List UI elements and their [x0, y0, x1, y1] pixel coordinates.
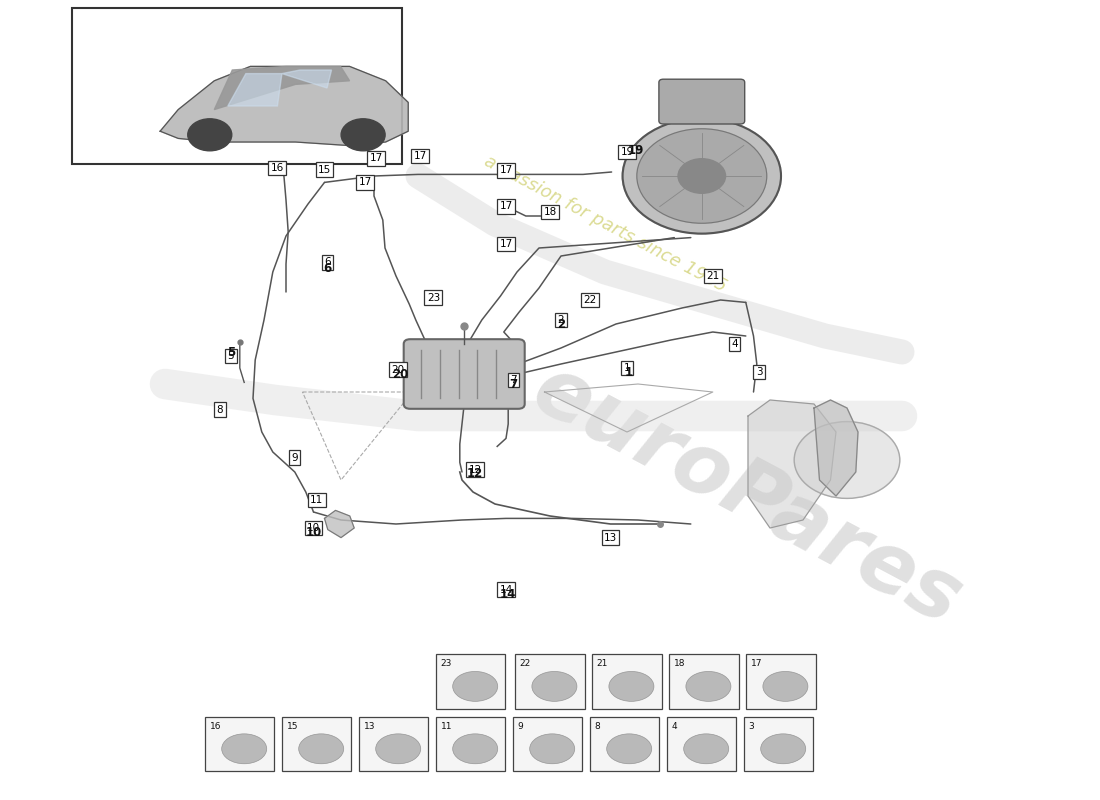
- Ellipse shape: [761, 734, 805, 764]
- Bar: [669, 654, 739, 709]
- Text: 12: 12: [468, 467, 483, 480]
- Text: 18: 18: [543, 207, 557, 217]
- Text: 17: 17: [499, 239, 513, 249]
- Bar: [205, 717, 275, 771]
- Text: 17: 17: [359, 178, 372, 187]
- Text: 12: 12: [469, 465, 482, 474]
- Circle shape: [678, 158, 726, 194]
- Bar: [513, 717, 583, 771]
- Text: 6: 6: [323, 262, 332, 275]
- Text: 21: 21: [596, 659, 608, 668]
- Text: a passion for parts since 1985: a passion for parts since 1985: [481, 152, 729, 296]
- Text: 5: 5: [228, 351, 234, 361]
- Text: 11: 11: [310, 495, 323, 505]
- Text: 3: 3: [756, 367, 762, 377]
- FancyBboxPatch shape: [659, 79, 745, 124]
- Text: 18: 18: [673, 659, 685, 668]
- Bar: [282, 717, 351, 771]
- Bar: [592, 654, 661, 709]
- Text: 17: 17: [414, 151, 427, 161]
- Bar: [72, 8, 402, 164]
- Text: 10: 10: [306, 526, 321, 538]
- Bar: [744, 717, 814, 771]
- Text: 21: 21: [706, 271, 719, 281]
- Bar: [359, 717, 429, 771]
- Bar: [436, 717, 505, 771]
- Text: 14: 14: [500, 588, 516, 601]
- Ellipse shape: [684, 734, 728, 764]
- Text: 4: 4: [671, 722, 678, 730]
- Text: 8: 8: [594, 722, 601, 730]
- Text: 23: 23: [440, 659, 452, 668]
- Text: 19: 19: [620, 147, 634, 157]
- Text: 8: 8: [217, 405, 223, 414]
- Circle shape: [623, 118, 781, 234]
- Ellipse shape: [530, 734, 574, 764]
- Circle shape: [188, 118, 232, 150]
- Text: 20: 20: [393, 368, 408, 381]
- Text: 2: 2: [558, 315, 564, 325]
- Polygon shape: [282, 70, 331, 88]
- Polygon shape: [161, 66, 408, 146]
- FancyBboxPatch shape: [404, 339, 525, 409]
- Text: 22: 22: [583, 295, 596, 305]
- Text: 16: 16: [271, 163, 284, 173]
- Text: 7: 7: [509, 378, 518, 390]
- Polygon shape: [748, 400, 836, 528]
- Ellipse shape: [763, 671, 807, 702]
- Polygon shape: [324, 510, 354, 538]
- Text: 9: 9: [292, 453, 298, 462]
- Text: 1: 1: [624, 363, 630, 373]
- Text: 22: 22: [519, 659, 531, 668]
- Text: 20: 20: [392, 365, 405, 374]
- Ellipse shape: [609, 671, 653, 702]
- Ellipse shape: [222, 734, 266, 764]
- Text: 9: 9: [518, 722, 524, 730]
- Bar: [667, 717, 737, 771]
- Ellipse shape: [453, 734, 497, 764]
- Polygon shape: [814, 400, 858, 496]
- Bar: [436, 654, 505, 709]
- Text: 13: 13: [363, 722, 375, 730]
- Bar: [746, 654, 816, 709]
- Circle shape: [341, 118, 385, 150]
- Ellipse shape: [299, 734, 343, 764]
- Text: 5: 5: [227, 346, 235, 358]
- Text: 11: 11: [440, 722, 452, 730]
- Text: 14: 14: [499, 585, 513, 594]
- Text: 17: 17: [499, 166, 513, 175]
- Text: 6: 6: [324, 258, 331, 267]
- Polygon shape: [228, 74, 282, 106]
- Text: 17: 17: [750, 659, 762, 668]
- Text: 4: 4: [732, 339, 738, 349]
- Ellipse shape: [686, 671, 730, 702]
- Text: 7: 7: [510, 375, 517, 385]
- Ellipse shape: [453, 671, 497, 702]
- Text: 15: 15: [286, 722, 298, 730]
- Text: 16: 16: [209, 722, 221, 730]
- Text: 23: 23: [427, 293, 440, 302]
- Text: 17: 17: [370, 154, 383, 163]
- Text: 15: 15: [318, 165, 331, 174]
- Text: 13: 13: [604, 533, 617, 542]
- Text: 3: 3: [748, 722, 755, 730]
- Text: 17: 17: [499, 202, 513, 211]
- Polygon shape: [214, 66, 350, 110]
- Text: 10: 10: [307, 523, 320, 533]
- Circle shape: [637, 129, 767, 223]
- Text: euroPares: euroPares: [520, 349, 976, 643]
- Ellipse shape: [376, 734, 420, 764]
- Ellipse shape: [607, 734, 651, 764]
- Bar: [515, 654, 585, 709]
- Ellipse shape: [532, 671, 576, 702]
- Text: 1: 1: [625, 366, 634, 378]
- Circle shape: [794, 422, 900, 498]
- Bar: [590, 717, 659, 771]
- Text: 19: 19: [628, 144, 643, 157]
- Text: 2: 2: [557, 318, 565, 331]
